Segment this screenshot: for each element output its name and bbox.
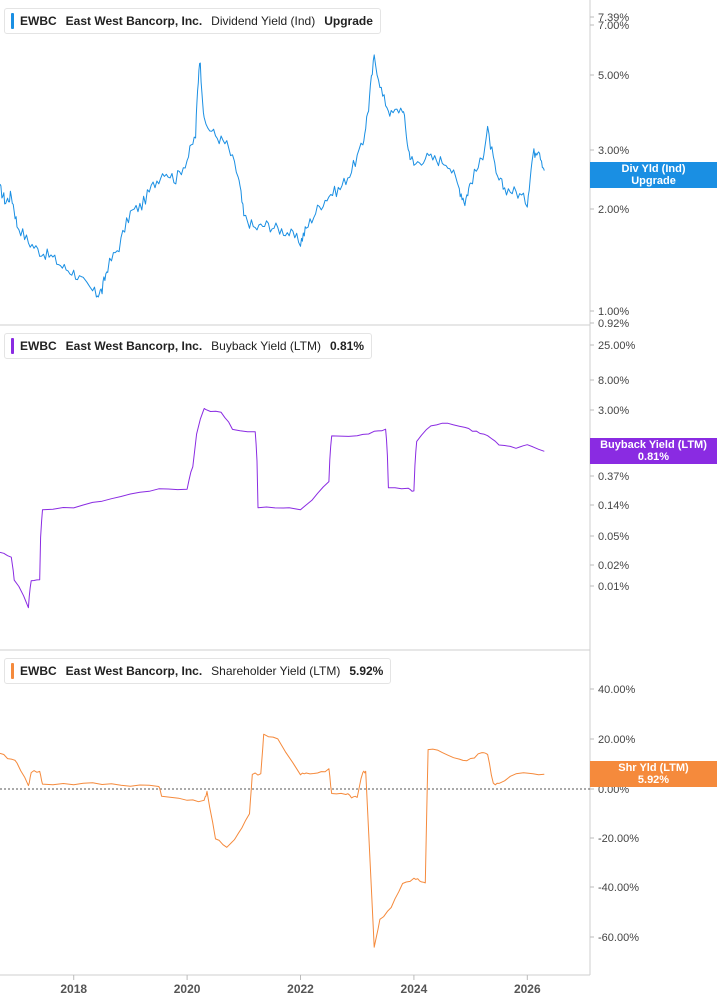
y-tick-label: -20.00% — [598, 833, 639, 845]
dividend-value-tag: Div Yld (Ind) Upgrade — [590, 162, 717, 188]
y-tick-label: 1.00% — [598, 306, 629, 318]
x-tick-label: 2022 — [287, 982, 314, 996]
dividend-legend-metric: Dividend Yield (Ind) — [211, 14, 316, 28]
y-tick-label: 40.00% — [598, 684, 636, 696]
y-tick-label: 0.14% — [598, 500, 629, 512]
y-tick-label: 5.00% — [598, 70, 629, 82]
buyback-yield-line — [0, 408, 545, 609]
dividend-legend-swatch — [11, 13, 14, 29]
y-tick-label: 0.92% — [598, 318, 629, 330]
buyback-legend: EWBC East West Bancorp, Inc. Buyback Yie… — [4, 333, 373, 359]
y-tick-label: 0.05% — [598, 531, 629, 543]
x-tick-label: 2024 — [401, 982, 428, 996]
y-tick-label: -40.00% — [598, 882, 639, 894]
buyback-legend-ticker: EWBC — [20, 339, 57, 353]
y-tick-label: 0.01% — [598, 581, 629, 593]
dividend-legend-upgrade-link[interactable]: Upgrade — [324, 14, 373, 28]
x-tick-label: 2020 — [174, 982, 201, 996]
y-tick-label: -60.00% — [598, 932, 639, 944]
shareholder-legend-swatch — [11, 663, 14, 679]
x-tick-label: 2018 — [60, 982, 87, 996]
y-tick-label: 3.00% — [598, 145, 629, 157]
buyback-legend-value: 0.81% — [329, 339, 365, 353]
y-tick-label: 2.00% — [598, 204, 629, 216]
y-tick-label: 7.39% — [598, 12, 629, 24]
buyback-tag-label: Buyback Yield (LTM) — [600, 439, 707, 451]
buyback-value-tag: Buyback Yield (LTM) 0.81% — [590, 438, 717, 464]
y-tick-label: 0.00% — [598, 784, 629, 796]
shareholder-legend-metric: Shareholder Yield (LTM) — [211, 664, 341, 678]
shareholder-tag-label: Shr Yld (LTM) — [618, 762, 689, 774]
shareholder-tag-value: 5.92% — [637, 774, 670, 786]
shareholder-legend-ticker: EWBC — [20, 664, 57, 678]
y-tick-label: 0.37% — [598, 471, 629, 483]
shareholder-legend-company: East West Bancorp, Inc. — [65, 664, 203, 678]
dividend-legend-company: East West Bancorp, Inc. — [65, 14, 203, 28]
shareholder-legend-value: 5.92% — [349, 664, 384, 678]
dividend-yield-line — [0, 54, 545, 298]
dividend-tag-value: Upgrade — [631, 175, 676, 187]
buyback-legend-company: East West Bancorp, Inc. — [65, 339, 203, 353]
dividend-legend-ticker: EWBC — [20, 14, 57, 28]
x-tick-label: 2026 — [514, 982, 541, 996]
y-tick-label: 25.00% — [598, 340, 636, 352]
y-tick-label: 3.00% — [598, 405, 629, 417]
shareholder-value-tag: Shr Yld (LTM) 5.92% — [590, 761, 717, 787]
dividend-tag-label: Div Yld (Ind) — [621, 163, 686, 175]
dividend-legend: EWBC East West Bancorp, Inc. Dividend Yi… — [4, 8, 381, 34]
y-tick-label: 8.00% — [598, 375, 629, 387]
buyback-tag-value: 0.81% — [637, 451, 670, 463]
buyback-legend-swatch — [11, 338, 14, 354]
buyback-legend-metric: Buyback Yield (LTM) — [211, 339, 321, 353]
y-tick-label: 7.00% — [598, 20, 629, 32]
shareholder-yield-line — [0, 733, 545, 948]
shareholder-legend: EWBC East West Bancorp, Inc. Shareholder… — [4, 658, 392, 684]
y-tick-label: 20.00% — [598, 734, 636, 746]
y-tick-label: 0.02% — [598, 560, 629, 572]
